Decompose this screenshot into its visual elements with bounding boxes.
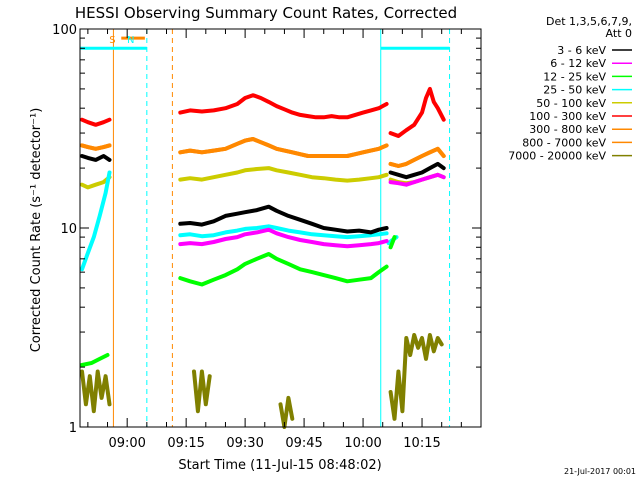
series-25-50-kev-segment-2 [178,224,389,240]
footer-date: 21-Jul-2017 00:01 [564,467,636,476]
series-6-12-kev-segment-2 [388,172,446,187]
series-100-300-kev-segment-2 [178,93,389,120]
series-50-100-kev-segment-1 [80,175,112,190]
x-tick-label-1000: 10:00 [344,436,381,451]
x-tick-label-0945: 09:45 [285,436,322,451]
annotation-label-s: S [109,35,115,46]
series-100-300-kev-segment-1 [80,117,112,127]
x-tick-label-0900: 09:00 [108,436,145,451]
series-7000-20000-kev-segment-2 [192,369,212,414]
legend-label-3-6-kev: 3 - 6 keV [557,44,606,57]
x-tick-label-0915: 09:15 [167,436,204,451]
legend-label-50-100-kev: 50 - 100 keV [536,97,606,110]
y-axis-label: Corrected Count Rate (s⁻¹ detector⁻¹) [29,108,44,353]
legend-label-800-7000-kev: 800 - 7000 keV [522,136,606,149]
series-12-25-kev-segment-3 [388,235,397,250]
y-tick-label-1: 1 [69,421,77,436]
series-300-800-kev-segment-2 [178,137,389,158]
series-7000-20000-kev-segment-4 [388,333,444,421]
legend-label-100-300-kev: 100 - 300 keV [529,110,606,123]
x-axis-label: Start Time (11-Jul-15 08:48:02) [178,458,381,473]
annotation-label-n: N [127,35,134,46]
series-6-12-kev-segment-1 [178,227,389,249]
series-3-6-kev-segment-2 [178,204,389,235]
series-7000-20000-kev-segment-3 [278,395,295,429]
legend-label-300-800-kev: 300 - 800 keV [529,123,606,136]
series-12-25-kev-segment-2 [178,252,389,287]
legend-label-12-25-kev: 12 - 25 keV [543,70,606,83]
x-tick-label-1015: 10:15 [403,436,440,451]
series-300-800-kev-segment-1 [80,143,112,151]
series-300-800-kev-segment-3 [388,146,446,168]
chart-title: HESSI Observing Summary Count Rates, Cor… [75,4,457,22]
y-tick-label-10: 10 [60,222,77,237]
series-50-100-kev-segment-2 [178,166,389,183]
series-100-300-kev-segment-3 [388,86,446,138]
series-3-6-kev-segment-1 [80,154,112,162]
y-tick-label-100: 100 [52,23,77,38]
series-7000-20000-kev-segment-1 [80,369,112,414]
legend-label-6-12-kev: 6 - 12 keV [550,57,606,70]
series-12-25-kev-segment-1 [80,353,110,367]
series-25-50-kev-segment-1 [80,170,112,272]
legend-label-7000-20000-kev: 7000 - 20000 keV [508,150,606,163]
x-tick-label-0930: 09:30 [226,436,263,451]
series-3-6-kev-segment-3 [388,161,446,180]
legend-header-1: Det 1,3,5,6,7,9, [546,15,632,28]
legend-header-2: Att 0 [606,27,632,40]
legend-label-25-50-kev: 25 - 50 keV [543,84,606,97]
